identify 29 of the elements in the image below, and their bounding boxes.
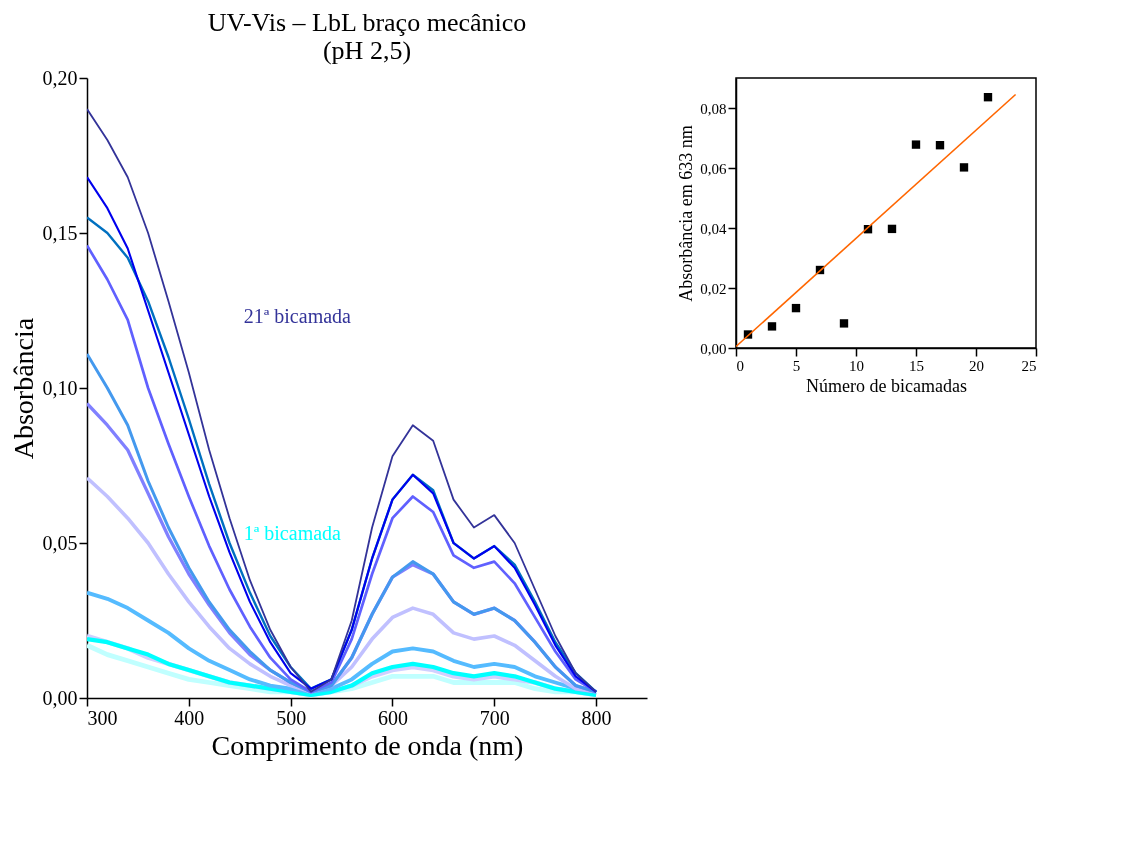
y-tick-label: 0,00 — [42, 686, 78, 709]
y-tick-label: 0,20 — [42, 66, 78, 89]
x-tick-label: 0 — [736, 357, 744, 374]
chart-title: UV-Vis – LbL braço mecânico (pH 2,5) — [207, 8, 527, 65]
x-tick-label: 500 — [276, 706, 307, 729]
annotation: 1ª bicamada — [243, 521, 342, 544]
x-tick-label: 5 — [792, 357, 801, 374]
y-tick-label: 0,04 — [700, 220, 727, 237]
y-tick-label: 0,08 — [700, 100, 727, 117]
x-tick-label: 25 — [1021, 357, 1037, 374]
y-tick-label: 0,00 — [700, 340, 727, 357]
y-axis-title: Absorbância — [7, 317, 39, 460]
x-tick-label: 700 — [479, 706, 510, 729]
x-tick-label: 15 — [909, 357, 924, 374]
x-axis-title: Número de bicamadas — [806, 375, 967, 396]
x-tick-label: 600 — [377, 706, 408, 729]
x-axis-title: Comprimento de onda (nm) — [211, 729, 524, 761]
x-tick-label: 800 — [581, 706, 612, 729]
x-tick-label: 400 — [174, 706, 205, 729]
annotation: 21ª bicamada — [243, 304, 352, 327]
x-tick-label: 10 — [849, 357, 864, 374]
y-axis-title: Absorbância em 633 nm — [676, 125, 697, 302]
x-tick-label: 20 — [969, 357, 984, 374]
y-tick-label: 0,06 — [700, 160, 727, 177]
x-tick-label: 300 — [87, 706, 118, 729]
y-tick-label: 0,05 — [42, 531, 78, 554]
y-tick-label: 0,02 — [700, 280, 727, 297]
y-tick-label: 0,15 — [42, 221, 78, 244]
y-tick-label: 0,10 — [42, 376, 78, 399]
